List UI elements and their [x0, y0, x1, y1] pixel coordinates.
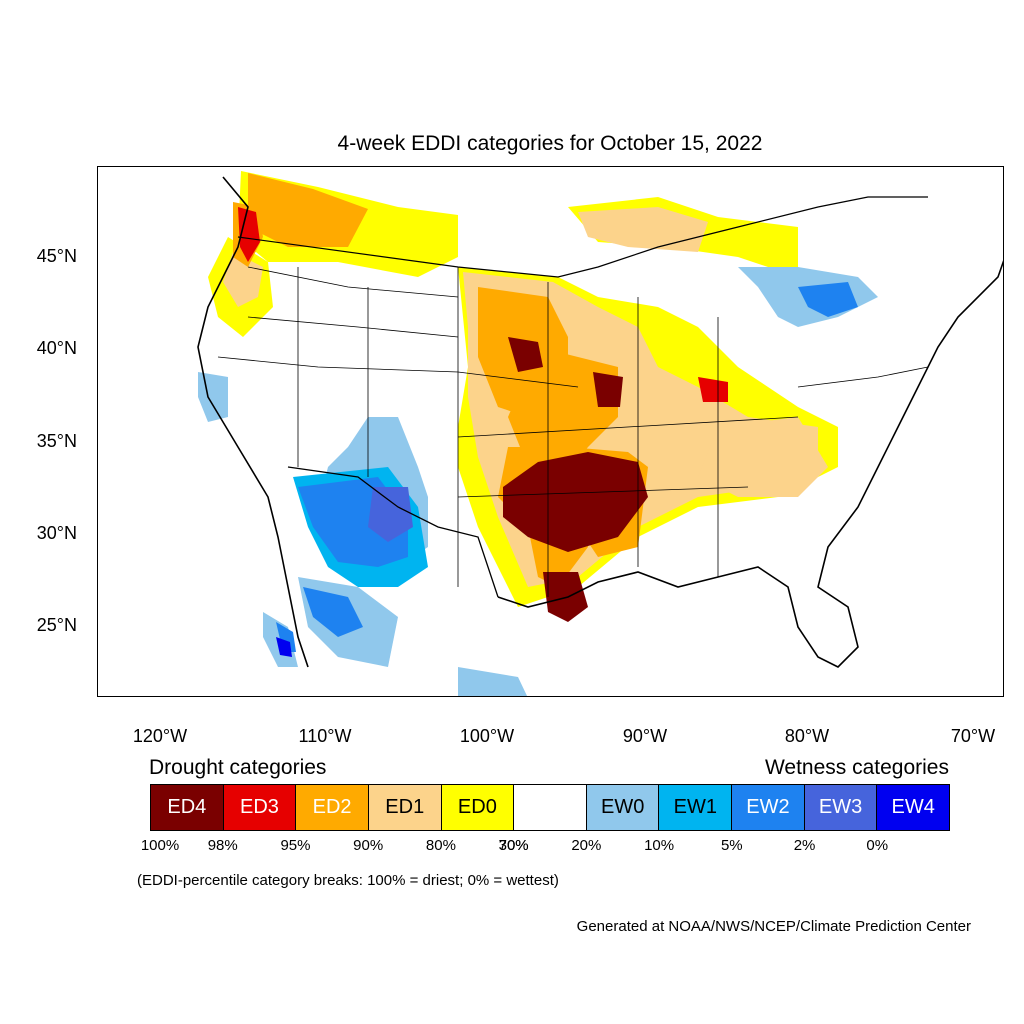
legend-box-ed0: ED0	[441, 785, 515, 830]
percent-break-label: 20%	[571, 837, 602, 854]
percent-break-label: 30%	[498, 837, 529, 854]
percent-break-label: 0%	[866, 837, 889, 854]
lon-label: 120°W	[132, 726, 188, 746]
percent-break-label: 70%	[498, 837, 529, 854]
legend-box-ed1: ED1	[368, 785, 442, 830]
legend-box-ew1: EW1	[659, 785, 733, 830]
wetness-heading: Wetness categories	[764, 756, 949, 779]
category-note: (EDDI-percentile category breaks: 100% =…	[137, 872, 559, 889]
lon-label: 80°W	[784, 726, 830, 746]
lat-label: 25°N	[36, 615, 77, 635]
percent-break-label: 98%	[207, 837, 238, 854]
legend-box-ed3: ED3	[223, 785, 297, 830]
eddi-map	[97, 166, 1004, 697]
category-legend: ED4 ED3 ED2 ED1 ED0 EW0 EW1 EW2 EW3 EW4	[150, 784, 950, 831]
percent-break-label: 100%	[140, 837, 180, 854]
lon-label: 100°W	[459, 726, 515, 746]
percent-break-label: 2%	[793, 837, 816, 854]
lat-label: 40°N	[36, 338, 77, 358]
legend-box-ew0: EW0	[586, 785, 660, 830]
legend-box-ed4: ED4	[151, 785, 224, 830]
lon-label: 110°W	[298, 726, 352, 746]
percent-break-label: 95%	[280, 837, 311, 854]
drought-heading: Drought categories	[149, 756, 327, 779]
legend-box-ew2: EW2	[732, 785, 805, 830]
map-title: 4-week EDDI categories for October 15, 2…	[337, 132, 763, 155]
lat-label: 45°N	[36, 246, 77, 266]
map-canvas	[197, 171, 1003, 696]
percent-break-label: 5%	[720, 837, 743, 854]
lon-label: 90°W	[622, 726, 668, 746]
lon-label: 70°W	[950, 726, 996, 746]
legend-box-ew4: EW4	[877, 785, 950, 830]
percent-break-label: 10%	[644, 837, 675, 854]
lat-label: 35°N	[36, 431, 77, 451]
legend-box-ew3: EW3	[804, 785, 878, 830]
legend-box-neutral	[514, 785, 587, 830]
map-outlines	[197, 176, 1003, 668]
drought-shading	[208, 171, 838, 622]
lat-label: 30°N	[36, 523, 77, 543]
credit-line: Generated at NOAA/NWS/NCEP/Climate Predi…	[576, 918, 971, 935]
legend-box-ed2: ED2	[296, 785, 369, 830]
percent-break-label: 90%	[353, 837, 384, 854]
percent-break-label: 80%	[425, 837, 456, 854]
